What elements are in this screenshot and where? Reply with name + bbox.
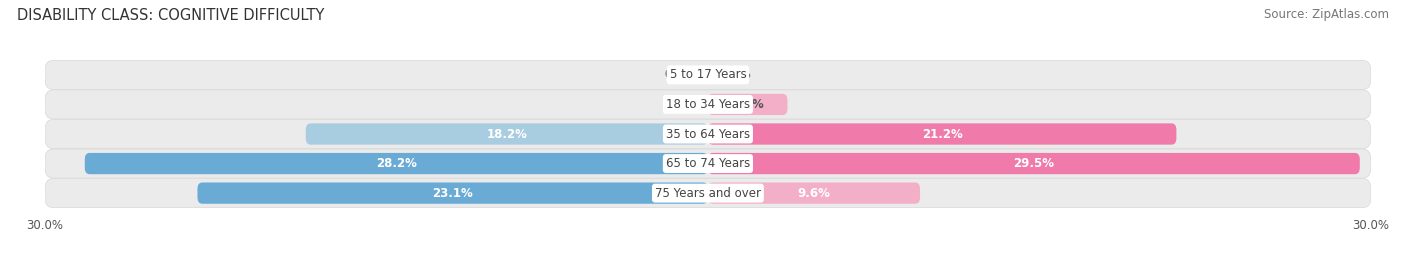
FancyBboxPatch shape bbox=[305, 123, 707, 145]
Text: 18 to 34 Years: 18 to 34 Years bbox=[666, 98, 749, 111]
Text: 75 Years and over: 75 Years and over bbox=[655, 187, 761, 200]
Text: 0.0%: 0.0% bbox=[664, 98, 697, 111]
FancyBboxPatch shape bbox=[707, 123, 1177, 145]
FancyBboxPatch shape bbox=[707, 94, 787, 115]
Text: 21.2%: 21.2% bbox=[922, 128, 963, 140]
FancyBboxPatch shape bbox=[45, 120, 1371, 148]
Text: 65 to 74 Years: 65 to 74 Years bbox=[666, 157, 749, 170]
Text: 9.6%: 9.6% bbox=[797, 187, 831, 200]
Text: 28.2%: 28.2% bbox=[375, 157, 416, 170]
FancyBboxPatch shape bbox=[45, 90, 1371, 119]
Text: DISABILITY CLASS: COGNITIVE DIFFICULTY: DISABILITY CLASS: COGNITIVE DIFFICULTY bbox=[17, 8, 325, 23]
Text: 5 to 17 Years: 5 to 17 Years bbox=[669, 68, 747, 81]
Text: 0.0%: 0.0% bbox=[664, 68, 697, 81]
Text: 35 to 64 Years: 35 to 64 Years bbox=[666, 128, 749, 140]
Text: 0.0%: 0.0% bbox=[718, 68, 752, 81]
FancyBboxPatch shape bbox=[197, 183, 707, 204]
Text: 18.2%: 18.2% bbox=[486, 128, 527, 140]
Text: 3.6%: 3.6% bbox=[731, 98, 763, 111]
FancyBboxPatch shape bbox=[707, 183, 920, 204]
Text: Source: ZipAtlas.com: Source: ZipAtlas.com bbox=[1264, 8, 1389, 21]
Text: 29.5%: 29.5% bbox=[1014, 157, 1054, 170]
FancyBboxPatch shape bbox=[707, 153, 1360, 174]
FancyBboxPatch shape bbox=[84, 153, 707, 174]
Text: 23.1%: 23.1% bbox=[432, 187, 472, 200]
FancyBboxPatch shape bbox=[45, 179, 1371, 208]
FancyBboxPatch shape bbox=[45, 60, 1371, 89]
FancyBboxPatch shape bbox=[45, 149, 1371, 178]
